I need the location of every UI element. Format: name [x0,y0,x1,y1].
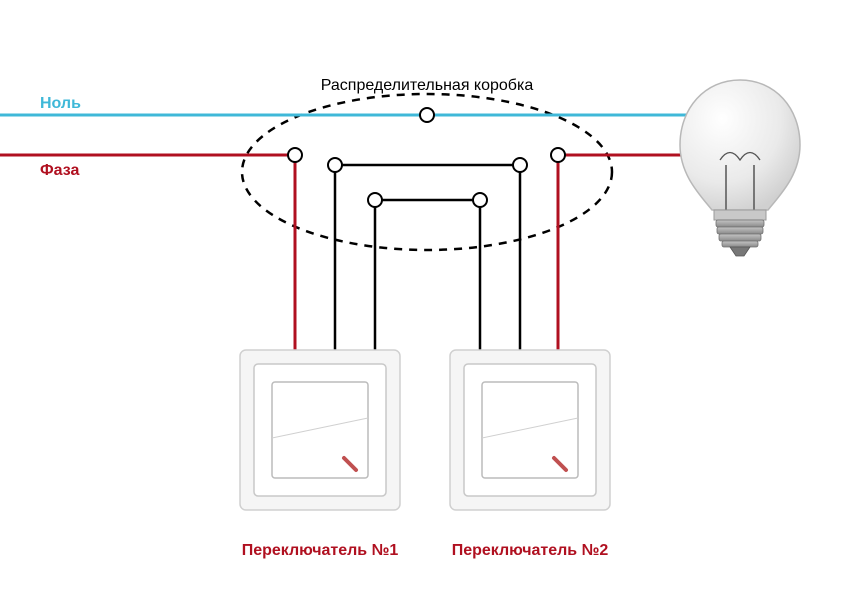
terminal-phase-out [551,148,565,162]
terminal-sw2-t2 [513,158,527,172]
switch1-label: Переключатель №1 [242,542,399,559]
switch2-label: Переключатель №2 [452,542,609,559]
terminal-phase-in [288,148,302,162]
terminal-sw1-t2 [368,193,382,207]
bulb-icon [680,80,800,256]
switch-2 [450,350,610,510]
neutral-label: Ноль [40,95,81,112]
terminal-sw1-t1 [328,158,342,172]
phase-label: Фаза [40,162,79,179]
terminal-sw2-t1 [473,193,487,207]
junction-box-label: Распределительная коробка [321,77,534,94]
switch-1 [240,350,400,510]
terminal-neutral [420,108,434,122]
